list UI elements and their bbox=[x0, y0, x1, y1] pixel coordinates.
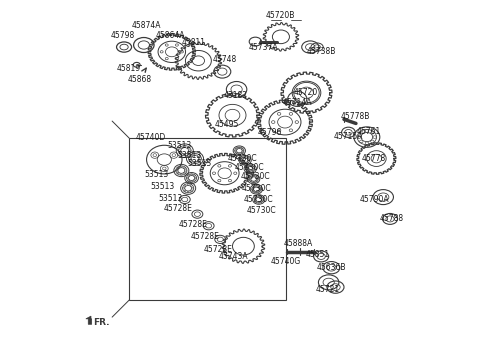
Text: 45798: 45798 bbox=[110, 31, 134, 40]
Text: 45888A: 45888A bbox=[284, 239, 313, 248]
Text: 53513: 53513 bbox=[158, 194, 182, 203]
Text: 45728E: 45728E bbox=[191, 233, 220, 241]
Text: 45728E: 45728E bbox=[179, 220, 207, 229]
Text: 45740D: 45740D bbox=[135, 133, 166, 142]
Text: 45743A: 45743A bbox=[219, 252, 249, 261]
Text: 45495: 45495 bbox=[215, 120, 239, 129]
Text: 45868: 45868 bbox=[127, 75, 152, 84]
Text: 45636B: 45636B bbox=[317, 263, 346, 272]
Text: 43182: 43182 bbox=[224, 91, 248, 100]
Text: 45730C: 45730C bbox=[228, 154, 258, 163]
Polygon shape bbox=[86, 316, 92, 324]
Text: 45864A: 45864A bbox=[156, 31, 185, 40]
Text: 45790A: 45790A bbox=[360, 195, 389, 204]
Text: 45778: 45778 bbox=[361, 154, 386, 163]
Text: 45721: 45721 bbox=[316, 285, 340, 294]
Text: 45788: 45788 bbox=[380, 214, 404, 223]
Text: 45811: 45811 bbox=[182, 38, 206, 47]
Text: 53513: 53513 bbox=[167, 142, 192, 150]
Text: 45761: 45761 bbox=[357, 127, 381, 136]
Text: 53513: 53513 bbox=[178, 151, 202, 160]
Text: 45730C: 45730C bbox=[235, 163, 264, 172]
Text: 45874A: 45874A bbox=[132, 21, 161, 30]
Text: 45737A: 45737A bbox=[248, 43, 278, 51]
Text: 45714A: 45714A bbox=[283, 99, 312, 107]
Text: 45730C: 45730C bbox=[241, 184, 271, 193]
Text: 53513: 53513 bbox=[150, 182, 174, 191]
Text: 45778B: 45778B bbox=[341, 112, 370, 121]
Bar bbox=[129, 138, 286, 300]
Text: 45720B: 45720B bbox=[265, 11, 295, 20]
Text: 45728E: 45728E bbox=[204, 245, 232, 254]
Text: FR.: FR. bbox=[94, 318, 110, 327]
Text: 45730C: 45730C bbox=[244, 195, 274, 204]
Text: 45748: 45748 bbox=[213, 55, 237, 64]
Text: 45740G: 45740G bbox=[271, 257, 301, 266]
Text: 45728E: 45728E bbox=[164, 204, 192, 213]
Text: 53513: 53513 bbox=[144, 170, 168, 179]
Text: 45819: 45819 bbox=[117, 64, 141, 73]
Text: 45730C: 45730C bbox=[240, 172, 270, 181]
Text: 45715A: 45715A bbox=[334, 132, 363, 141]
Text: 45720: 45720 bbox=[293, 88, 318, 97]
Text: 45851: 45851 bbox=[306, 250, 330, 258]
Text: 45730C: 45730C bbox=[246, 206, 276, 215]
Text: 45796: 45796 bbox=[258, 128, 282, 137]
Text: 45738B: 45738B bbox=[306, 47, 336, 56]
Text: 53513: 53513 bbox=[188, 159, 212, 168]
